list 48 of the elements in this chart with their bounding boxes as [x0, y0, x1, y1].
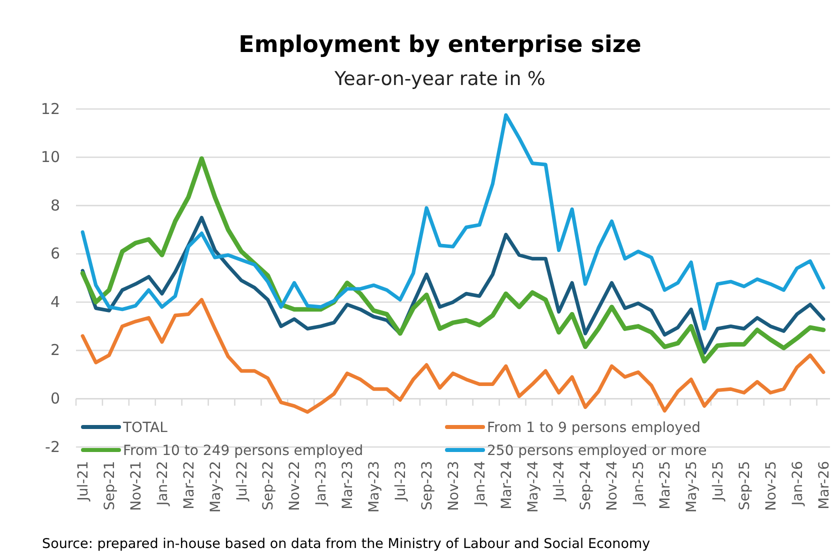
chart-title: Employment by enterprise size [238, 32, 642, 58]
y-tick-label: 8 [50, 196, 60, 214]
legend-label: TOTAL [122, 420, 168, 436]
x-tick-label: Jan-26 [790, 460, 806, 506]
x-tick-label: Jan-25 [631, 461, 648, 506]
chart-subtitle: Year-on-year rate in % [334, 68, 546, 90]
y-tick-label: 0 [50, 390, 60, 408]
x-tick-label: Sep-24 [578, 460, 594, 510]
line-series [80, 156, 826, 364]
y-tick-label: 10 [40, 148, 60, 166]
x-tick-label: Mar-24 [498, 460, 515, 510]
x-tick-label: Jan-24 [472, 460, 488, 506]
x-tick-label: Jul-21 [76, 461, 92, 502]
x-tick-label: Jul-24 [552, 460, 568, 502]
x-tick-label: Sep-25 [736, 461, 753, 510]
x-tick-label: Jan-23 [314, 461, 330, 506]
x-tick-label: Mar-25 [658, 461, 674, 510]
x-tick-label: Jan-22 [154, 461, 171, 506]
line-series [80, 113, 826, 330]
x-tick-label: Jul-23 [392, 461, 409, 502]
x-tick-label: Mar-26 [816, 460, 832, 510]
legend-label: From 1 to 9 persons employed [487, 420, 700, 436]
legend-label: From 10 to 249 persons employed [123, 442, 364, 459]
x-tick-label: May-23 [366, 461, 383, 513]
x-tick-label: Nov-23 [446, 461, 462, 511]
x-tick-label: Sep-21 [102, 461, 118, 510]
line-series [80, 216, 826, 355]
x-tick-label: Nov-21 [128, 461, 144, 511]
legend-label: 250 persons employed or more [487, 442, 707, 459]
y-tick-label: 2 [50, 341, 60, 360]
x-tick-label: Jul-25 [710, 461, 726, 502]
y-tick-label: 6 [50, 244, 60, 263]
y-tick-label: 4 [50, 292, 60, 311]
y-tick-label: 12 [40, 100, 60, 118]
x-tick-label: May-22 [208, 461, 224, 513]
x-tick-label: Sep-23 [419, 461, 436, 510]
x-tick-label: Mar-23 [340, 461, 356, 510]
x-tick-label: May-24 [525, 460, 542, 513]
y-tick-label: -2 [45, 438, 60, 456]
x-tick-label: Jul-22 [234, 461, 250, 502]
source-note: Source: prepared in-house based on data from the Ministry of Labour and Social Economy [42, 536, 650, 552]
x-tick-label: Nov-22 [287, 461, 304, 511]
x-tick-label: Sep-22 [260, 461, 277, 510]
x-tick-label: Nov-25 [763, 461, 780, 511]
x-tick-label: May-25 [684, 461, 700, 513]
x-tick-label: Nov-24 [604, 460, 621, 511]
line-series [80, 298, 826, 414]
x-tick-label: Mar-22 [181, 461, 198, 510]
